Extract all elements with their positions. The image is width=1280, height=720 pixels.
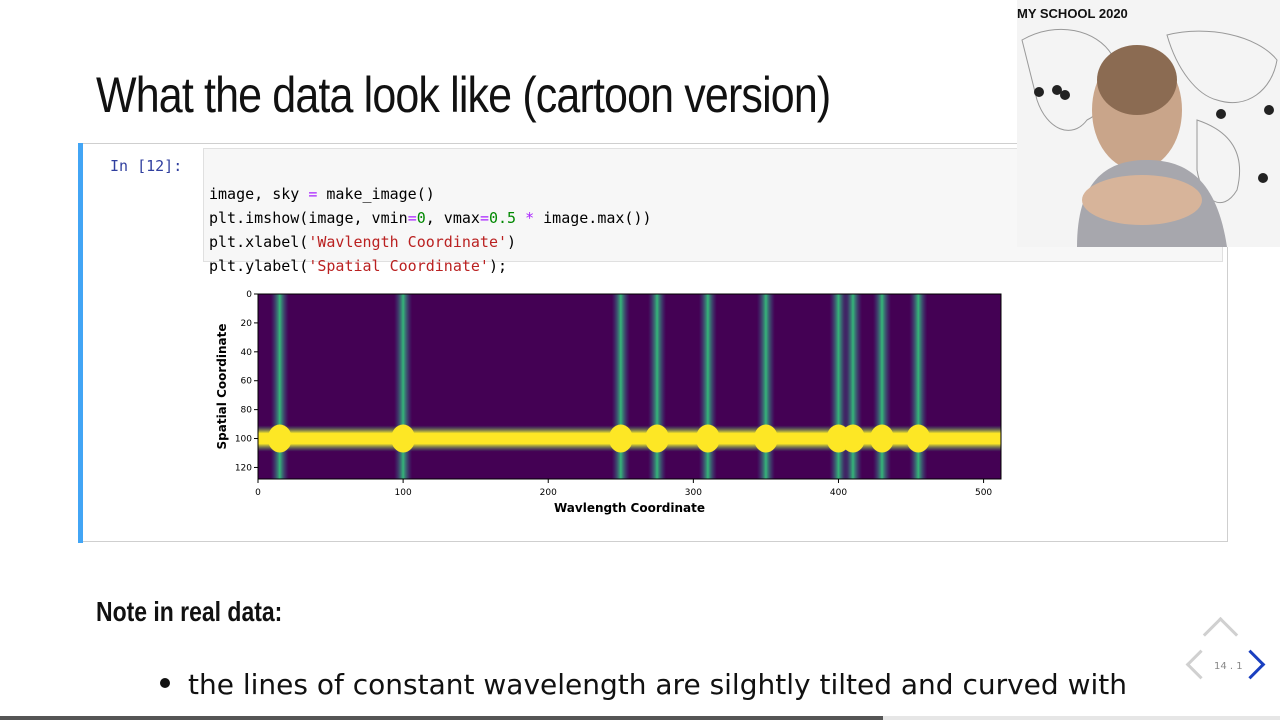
y-tick-label-100: 100 (235, 435, 252, 445)
presenter-webcam: MY SCHOOL 2020 (1017, 0, 1280, 247)
y-tick-label-40: 40 (241, 348, 253, 358)
code-line-1: image, sky = make_image() (209, 185, 435, 203)
code-line-2: plt.imshow(image, vmin=0, vmax=0.5 * ima… (209, 209, 652, 227)
y-tick-label-60: 60 (241, 377, 253, 387)
nav-previous-icon[interactable] (1185, 649, 1216, 680)
bullet-text: the lines of constant wavelength are sil… (188, 668, 1127, 701)
y-tick-label-80: 80 (241, 406, 253, 416)
trace-blob-3 (608, 424, 633, 453)
y-tick-label-20: 20 (241, 319, 253, 329)
y-axis-label: Spatial Coordinate (215, 324, 229, 450)
note-heading: Note in real data: (96, 596, 283, 627)
slide-title: What the data look like (cartoon version… (96, 67, 831, 123)
bullet-dot-icon (160, 678, 170, 688)
map-pin-icon (1034, 85, 1274, 183)
code-line-4: plt.ylabel('Spatial Coordinate'); (209, 257, 508, 275)
trace-blob-8 (840, 424, 865, 453)
world-map-backdrop (1017, 0, 1280, 247)
bullet-item: the lines of constant wavelength are sil… (160, 668, 1127, 701)
nav-up-icon[interactable] (1202, 616, 1239, 653)
cell-selection-bar (78, 143, 83, 543)
progress-fill (0, 716, 884, 720)
y-tick-label-0: 0 (246, 290, 252, 300)
x-tick-label-100: 100 (395, 488, 412, 498)
code-block: image, sky = make_image() plt.imshow(imag… (209, 158, 652, 302)
trace-blob-9 (870, 424, 895, 453)
trace-blob-6 (753, 424, 778, 453)
plot-frame (257, 293, 1002, 480)
x-tick-label-200: 200 (540, 488, 557, 498)
trace-blob-5 (695, 424, 720, 453)
x-tick-label-300: 300 (685, 488, 702, 498)
y-tick-label-120: 120 (235, 463, 252, 473)
trace-blob-10 (906, 424, 931, 453)
slide-number: 14 . 1 (1214, 661, 1243, 672)
cell-prompt: In [12]: (110, 157, 183, 175)
x-tick-label-400: 400 (830, 488, 847, 498)
code-line-3: plt.xlabel('Wavlength Coordinate') (209, 233, 517, 251)
spectrum-plot: 0 100 200 300 400 500 0 20 40 60 80 100 120 Wavlengt… (215, 290, 1002, 515)
trace-blob-4 (645, 424, 670, 453)
notebook-cell[interactable] (78, 143, 1228, 543)
x-tick-label-500: 500 (975, 488, 992, 498)
trace-blob-2 (391, 424, 416, 453)
x-axis-label: Wavlength Coordinate (554, 501, 705, 515)
trace-blob-1 (267, 424, 292, 453)
webcam-banner: MY SCHOOL 2020 (1017, 6, 1128, 21)
x-tick-label-0: 0 (255, 488, 261, 498)
